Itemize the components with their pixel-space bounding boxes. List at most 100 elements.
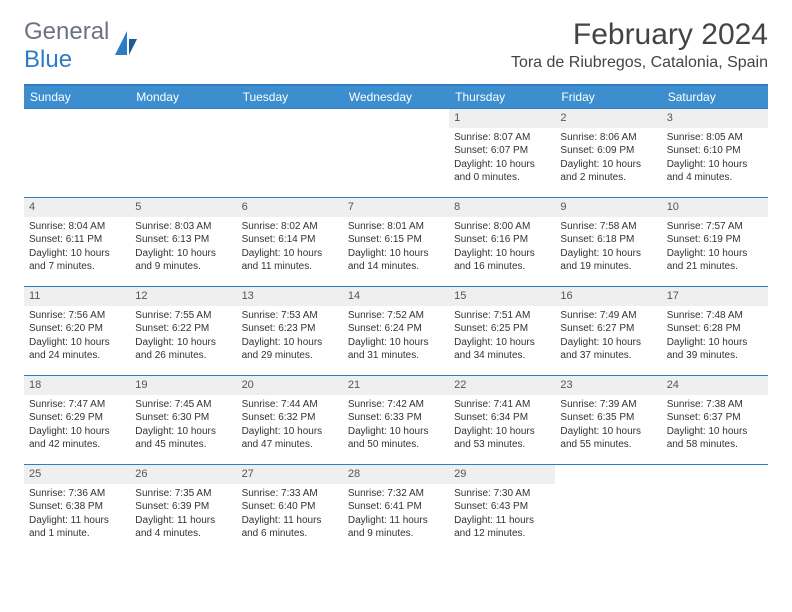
day-number: 22 [449,376,555,395]
day-cell: 16Sunrise: 7:49 AMSunset: 6:27 PMDayligh… [555,287,661,375]
day-body: Sunrise: 8:04 AMSunset: 6:11 PMDaylight:… [24,219,130,278]
sunrise-text: Sunrise: 7:57 AM [667,220,763,234]
month-title: February 2024 [511,18,768,52]
day-body: Sunrise: 8:01 AMSunset: 6:15 PMDaylight:… [343,219,449,278]
daylight-text: Daylight: 10 hours and 39 minutes. [667,336,763,363]
day-body: Sunrise: 7:32 AMSunset: 6:41 PMDaylight:… [343,486,449,545]
day-number: 14 [343,287,449,306]
day-number: 1 [449,109,555,128]
daylight-text: Daylight: 10 hours and 21 minutes. [667,247,763,274]
sunset-text: Sunset: 6:35 PM [560,411,656,425]
sunset-text: Sunset: 6:33 PM [348,411,444,425]
sunrise-text: Sunrise: 7:41 AM [454,398,550,412]
day-body: Sunrise: 8:06 AMSunset: 6:09 PMDaylight:… [555,130,661,189]
day-cell [24,109,130,197]
day-cell: 5Sunrise: 8:03 AMSunset: 6:13 PMDaylight… [130,198,236,286]
day-body: Sunrise: 7:56 AMSunset: 6:20 PMDaylight:… [24,308,130,367]
day-number: 24 [662,376,768,395]
sunrise-text: Sunrise: 7:39 AM [560,398,656,412]
sunrise-text: Sunrise: 7:52 AM [348,309,444,323]
day-number: 21 [343,376,449,395]
day-body: Sunrise: 7:30 AMSunset: 6:43 PMDaylight:… [449,486,555,545]
day-number: 29 [449,465,555,484]
sunset-text: Sunset: 6:28 PM [667,322,763,336]
weekday-header-row: Sunday Monday Tuesday Wednesday Thursday… [24,86,768,108]
sunset-text: Sunset: 6:15 PM [348,233,444,247]
weekday-header: Friday [555,86,661,108]
sunset-text: Sunset: 6:39 PM [135,500,231,514]
day-cell: 25Sunrise: 7:36 AMSunset: 6:38 PMDayligh… [24,465,130,553]
sunrise-text: Sunrise: 7:48 AM [667,309,763,323]
sunrise-text: Sunrise: 8:05 AM [667,131,763,145]
weekday-header: Monday [130,86,236,108]
sunrise-text: Sunrise: 7:44 AM [242,398,338,412]
sunset-text: Sunset: 6:22 PM [135,322,231,336]
sunset-text: Sunset: 6:13 PM [135,233,231,247]
weeks-container: 1 Sunrise: 8:07 AMSunset: 6:07 PMDaylight… [24,108,768,553]
day-number: 28 [343,465,449,484]
day-cell: 29 Sunrise: 7:30 AMSunset: 6:43 PMDayligh… [449,465,555,553]
sunrise-text: Sunrise: 8:02 AM [242,220,338,234]
sunrise-text: Sunrise: 7:56 AM [29,309,125,323]
week-row: 11 Sunrise: 7:56 AMSunset: 6:20 PMDayligh… [24,286,768,375]
day-cell: 2 Sunrise: 8:06 AMSunset: 6:09 PMDaylight… [555,109,661,197]
sunrise-text: Sunrise: 8:00 AM [454,220,550,234]
daylight-text: Daylight: 10 hours and 14 minutes. [348,247,444,274]
daylight-text: Daylight: 10 hours and 47 minutes. [242,425,338,452]
sunset-text: Sunset: 6:07 PM [454,144,550,158]
sunset-text: Sunset: 6:16 PM [454,233,550,247]
day-cell [237,109,343,197]
day-number: 26 [130,465,236,484]
daylight-text: Daylight: 10 hours and 34 minutes. [454,336,550,363]
day-number: 17 [662,287,768,306]
title-block: February 2024 Tora de Riubregos, Catalon… [511,18,768,72]
day-body: Sunrise: 7:42 AMSunset: 6:33 PMDaylight:… [343,397,449,456]
day-body: Sunrise: 8:02 AMSunset: 6:14 PMDaylight:… [237,219,343,278]
day-number: 2 [555,109,661,128]
daylight-text: Daylight: 10 hours and 2 minutes. [560,158,656,185]
day-number: 18 [24,376,130,395]
sail-icon [113,29,139,64]
day-number: 12 [130,287,236,306]
day-body: Sunrise: 7:38 AMSunset: 6:37 PMDaylight:… [662,397,768,456]
day-number: 4 [24,198,130,217]
day-cell: 1 Sunrise: 8:07 AMSunset: 6:07 PMDaylight… [449,109,555,197]
day-number: 8 [449,198,555,217]
day-body: Sunrise: 8:00 AMSunset: 6:16 PMDaylight:… [449,219,555,278]
day-number: 7 [343,198,449,217]
day-body: Sunrise: 8:05 AMSunset: 6:10 PMDaylight:… [662,130,768,189]
week-row: 1 Sunrise: 8:07 AMSunset: 6:07 PMDaylight… [24,108,768,197]
sunrise-text: Sunrise: 7:51 AM [454,309,550,323]
day-number: 13 [237,287,343,306]
sunrise-text: Sunrise: 7:58 AM [560,220,656,234]
daylight-text: Daylight: 11 hours and 4 minutes. [135,514,231,541]
weekday-header: Thursday [449,86,555,108]
daylight-text: Daylight: 10 hours and 26 minutes. [135,336,231,363]
day-body: Sunrise: 7:55 AMSunset: 6:22 PMDaylight:… [130,308,236,367]
sunset-text: Sunset: 6:10 PM [667,144,763,158]
day-cell: 23Sunrise: 7:39 AMSunset: 6:35 PMDayligh… [555,376,661,464]
sunset-text: Sunset: 6:41 PM [348,500,444,514]
day-number: 6 [237,198,343,217]
sunrise-text: Sunrise: 7:42 AM [348,398,444,412]
day-body: Sunrise: 7:49 AMSunset: 6:27 PMDaylight:… [555,308,661,367]
calendar: Sunday Monday Tuesday Wednesday Thursday… [24,84,768,553]
daylight-text: Daylight: 10 hours and 31 minutes. [348,336,444,363]
week-row: 18Sunrise: 7:47 AMSunset: 6:29 PMDayligh… [24,375,768,464]
weekday-header: Saturday [662,86,768,108]
sunset-text: Sunset: 6:23 PM [242,322,338,336]
day-number: 9 [555,198,661,217]
sunrise-text: Sunrise: 7:32 AM [348,487,444,501]
day-body: Sunrise: 8:07 AMSunset: 6:07 PMDaylight:… [449,130,555,189]
day-cell: 8 Sunrise: 8:00 AMSunset: 6:16 PMDaylight… [449,198,555,286]
sunrise-text: Sunrise: 8:03 AM [135,220,231,234]
day-body: Sunrise: 7:39 AMSunset: 6:35 PMDaylight:… [555,397,661,456]
day-cell: 26Sunrise: 7:35 AMSunset: 6:39 PMDayligh… [130,465,236,553]
daylight-text: Daylight: 11 hours and 9 minutes. [348,514,444,541]
day-number: 11 [24,287,130,306]
daylight-text: Daylight: 10 hours and 0 minutes. [454,158,550,185]
daylight-text: Daylight: 11 hours and 1 minute. [29,514,125,541]
daylight-text: Daylight: 10 hours and 42 minutes. [29,425,125,452]
sunset-text: Sunset: 6:09 PM [560,144,656,158]
header: General Blue February 2024 Tora de Riubr… [24,18,768,74]
